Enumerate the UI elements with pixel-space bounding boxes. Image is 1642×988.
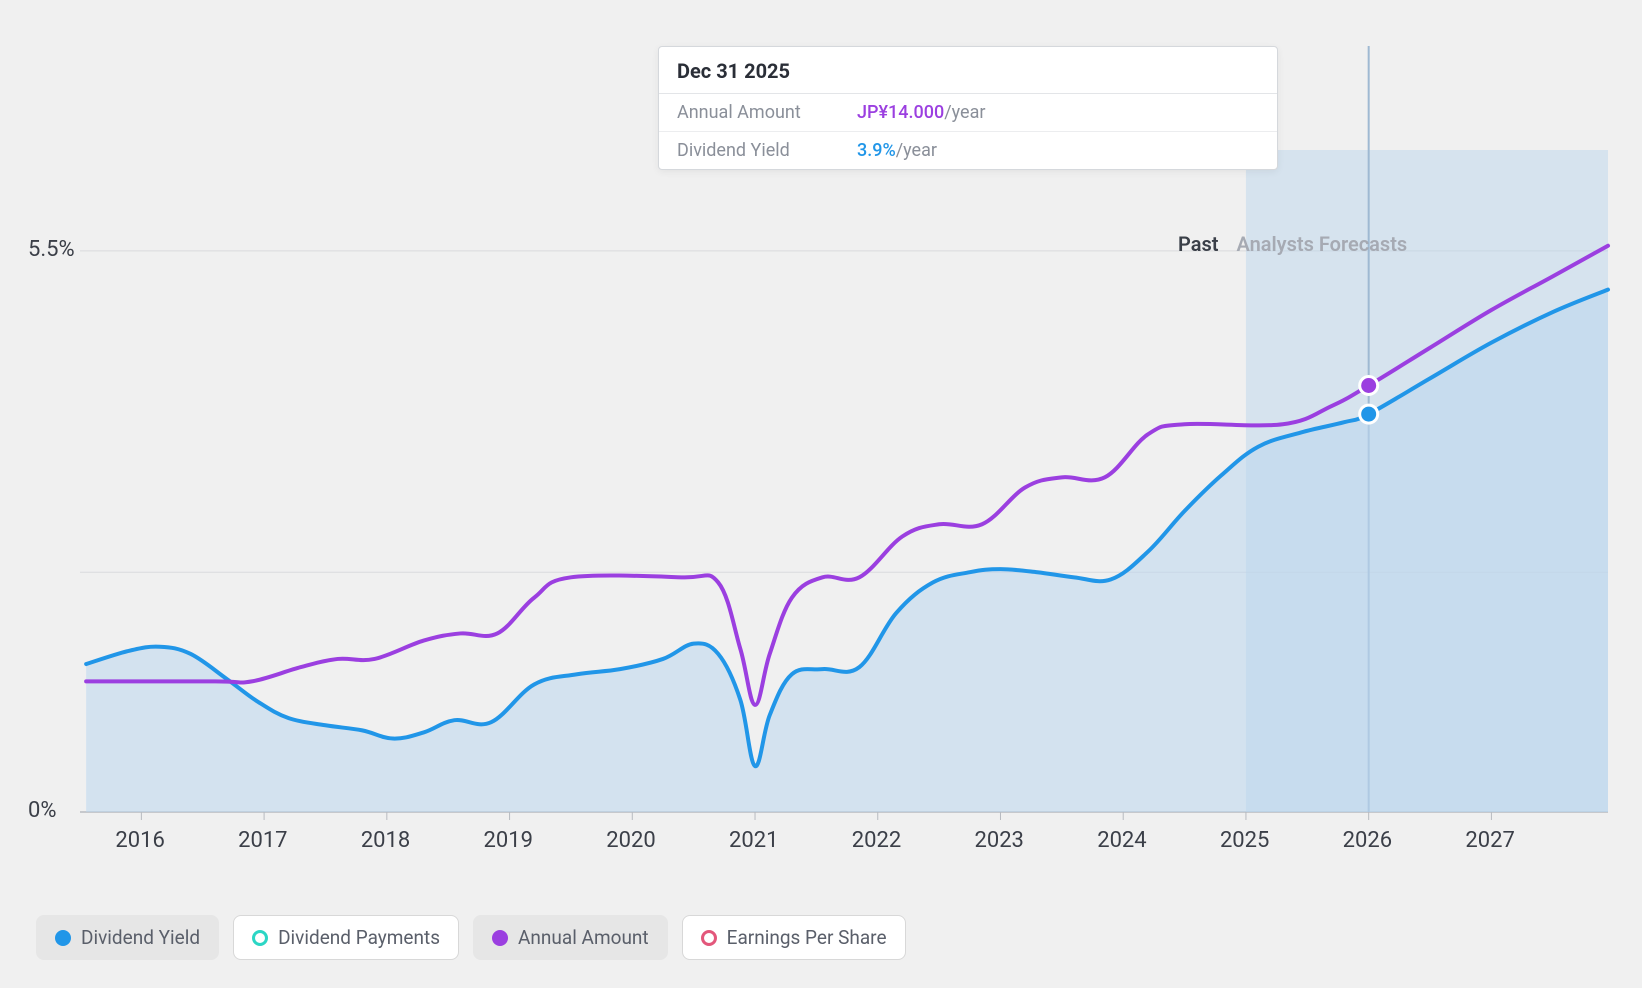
forecast-label: Analysts Forecasts <box>1236 232 1407 256</box>
x-axis-label: 2024 <box>1097 828 1146 853</box>
x-axis-label: 2025 <box>1220 828 1269 853</box>
legend-item[interactable]: Earnings Per Share <box>682 915 906 960</box>
legend-label: Dividend Yield <box>81 926 200 949</box>
tooltip-date: Dec 31 2025 <box>659 47 1277 94</box>
past-label: Past <box>1178 232 1218 256</box>
past-forecast-label: Past Analysts Forecasts <box>1178 232 1407 256</box>
tooltip-row: Dividend Yield3.9%/year <box>659 132 1277 169</box>
chart-tooltip: Dec 31 2025 Annual AmountJP¥14.000/yearD… <box>658 46 1278 170</box>
tooltip-row-unit: /year <box>944 102 985 123</box>
legend-item[interactable]: Dividend Payments <box>233 915 459 960</box>
legend-item[interactable]: Annual Amount <box>473 915 668 960</box>
tooltip-row-label: Dividend Yield <box>677 140 857 161</box>
legend-marker-icon <box>252 930 268 946</box>
legend-label: Earnings Per Share <box>727 926 887 949</box>
y-axis-label: 0% <box>28 798 56 823</box>
x-axis-label: 2021 <box>729 828 778 853</box>
x-axis-label: 2023 <box>974 828 1023 853</box>
tooltip-row-value: 3.9% <box>857 140 896 161</box>
legend-label: Dividend Payments <box>278 926 440 949</box>
legend-marker-icon <box>701 930 717 946</box>
chart-legend: Dividend Yield Dividend Payments Annual Am… <box>36 915 906 960</box>
tooltip-row-unit: /year <box>896 140 937 161</box>
legend-item[interactable]: Dividend Yield <box>36 915 219 960</box>
legend-marker-icon <box>492 930 508 946</box>
x-axis-label: 2022 <box>852 828 901 853</box>
legend-marker-icon <box>55 930 71 946</box>
x-axis-label: 2027 <box>1465 828 1514 853</box>
x-axis-label: 2016 <box>115 828 164 853</box>
tooltip-row-label: Annual Amount <box>677 102 857 123</box>
x-axis-label: 2018 <box>361 828 410 853</box>
x-axis-label: 2026 <box>1343 828 1392 853</box>
y-axis-label: 5.5% <box>28 237 75 262</box>
x-axis-label: 2017 <box>238 828 287 853</box>
tooltip-row-value: JP¥14.000 <box>857 102 944 123</box>
x-axis-label: 2019 <box>484 828 533 853</box>
x-axis-label: 2020 <box>606 828 655 853</box>
tooltip-row: Annual AmountJP¥14.000/year <box>659 94 1277 132</box>
legend-label: Annual Amount <box>518 926 649 949</box>
